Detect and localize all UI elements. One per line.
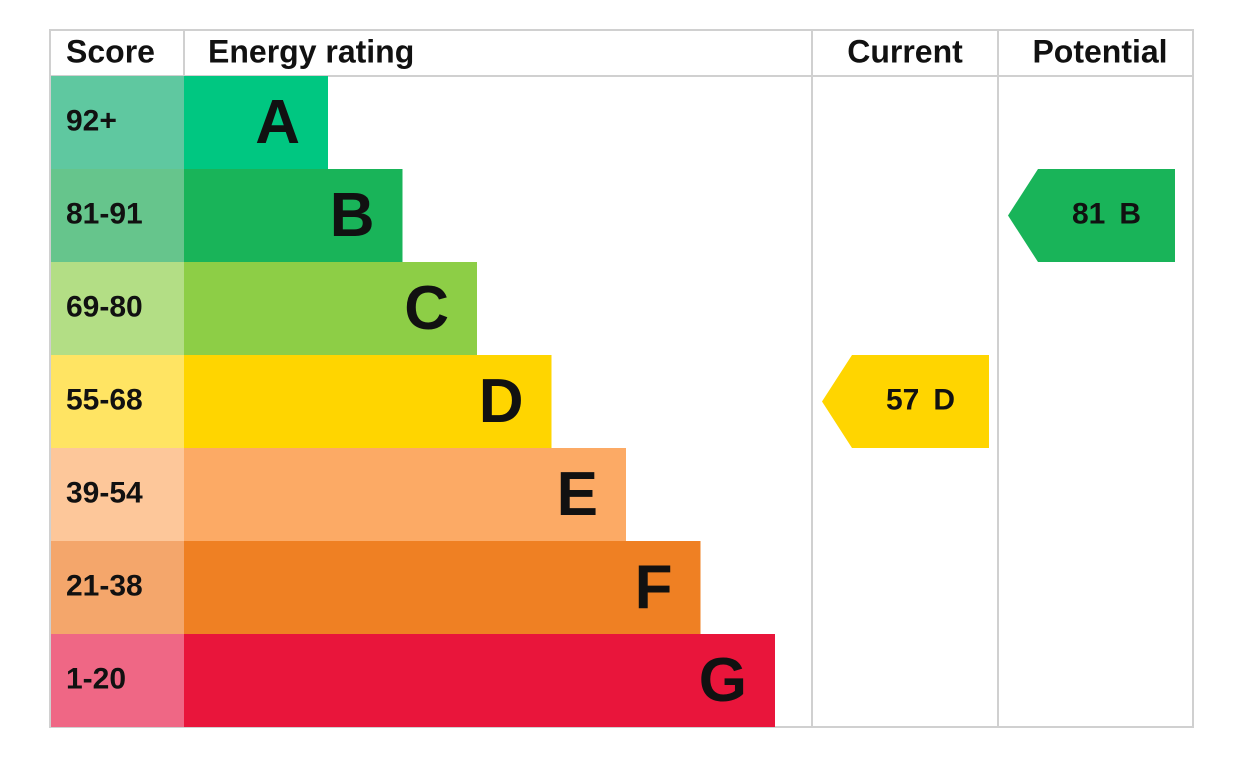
rating-bar [184, 169, 403, 262]
potential-letter: B [1119, 197, 1141, 230]
score-cell [51, 355, 184, 448]
score-cell [51, 262, 184, 355]
score-label: 69-80 [66, 290, 143, 323]
score-cell [51, 76, 184, 169]
score-cell [51, 169, 184, 262]
rating-bar [184, 448, 626, 541]
score-label: 92+ [66, 104, 117, 137]
current-label: 57 D [886, 383, 955, 416]
rating-bar [184, 355, 552, 448]
header-rating: Energy rating [208, 33, 414, 69]
current-arrow [822, 355, 989, 448]
rating-bar [184, 541, 701, 634]
rating-letter: G [699, 646, 747, 715]
potential-label: 81 B [1072, 197, 1141, 230]
rating-bar [184, 262, 477, 355]
rating-bar [184, 76, 328, 169]
score-cell [51, 448, 184, 541]
score-label: 55-68 [66, 383, 143, 416]
rating-letter: E [557, 460, 598, 529]
rating-letter: F [635, 553, 673, 622]
score-cell [51, 541, 184, 634]
rating-letter: D [479, 367, 524, 436]
rating-letter: B [330, 181, 375, 250]
score-cell [51, 634, 184, 727]
potential-arrow [1008, 169, 1175, 262]
score-label: 1-20 [66, 662, 126, 695]
header-current: Current [847, 33, 963, 69]
rating-letter: C [404, 274, 449, 343]
score-label: 81-91 [66, 197, 143, 230]
header-potential: Potential [1032, 33, 1167, 69]
rating-bar [184, 634, 775, 727]
score-label: 21-38 [66, 569, 143, 602]
header-score: Score [66, 33, 155, 69]
current-score: 57 [886, 383, 919, 416]
rating-letter: A [255, 88, 300, 157]
score-label: 39-54 [66, 476, 143, 509]
current-letter: D [933, 383, 955, 416]
potential-score: 81 [1072, 197, 1105, 230]
